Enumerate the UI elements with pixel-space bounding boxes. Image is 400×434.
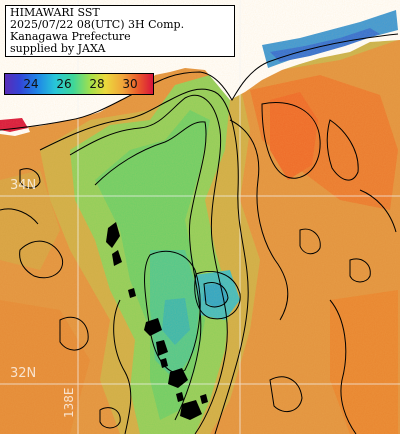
title-box: HIMAWARI SST 2025/07/22 08(UTC) 3H Comp.… bbox=[5, 5, 235, 57]
title-line-1: HIMAWARI SST bbox=[10, 7, 100, 19]
colorbar-tick-28: 28 bbox=[89, 77, 105, 91]
contour-lines bbox=[0, 33, 399, 434]
title-line-3: Kanagawa Prefecture bbox=[10, 31, 131, 43]
colorbar-tick-26: 26 bbox=[56, 77, 72, 91]
colorbar-tick-24: 24 bbox=[23, 77, 39, 91]
title-line-2: 2025/07/22 08(UTC) 3H Comp. bbox=[10, 19, 185, 31]
lat-label-32n: 32N bbox=[10, 366, 37, 381]
colorbar-tick-30: 30 bbox=[122, 77, 138, 91]
title-line-4: supplied by JAXA bbox=[10, 43, 106, 55]
lat-label-34n: 34N bbox=[10, 178, 37, 193]
cloud-mask bbox=[106, 222, 208, 420]
sst-colorbar: 24 26 28 30 bbox=[4, 73, 154, 95]
lon-label-138e: 138E bbox=[62, 387, 76, 419]
